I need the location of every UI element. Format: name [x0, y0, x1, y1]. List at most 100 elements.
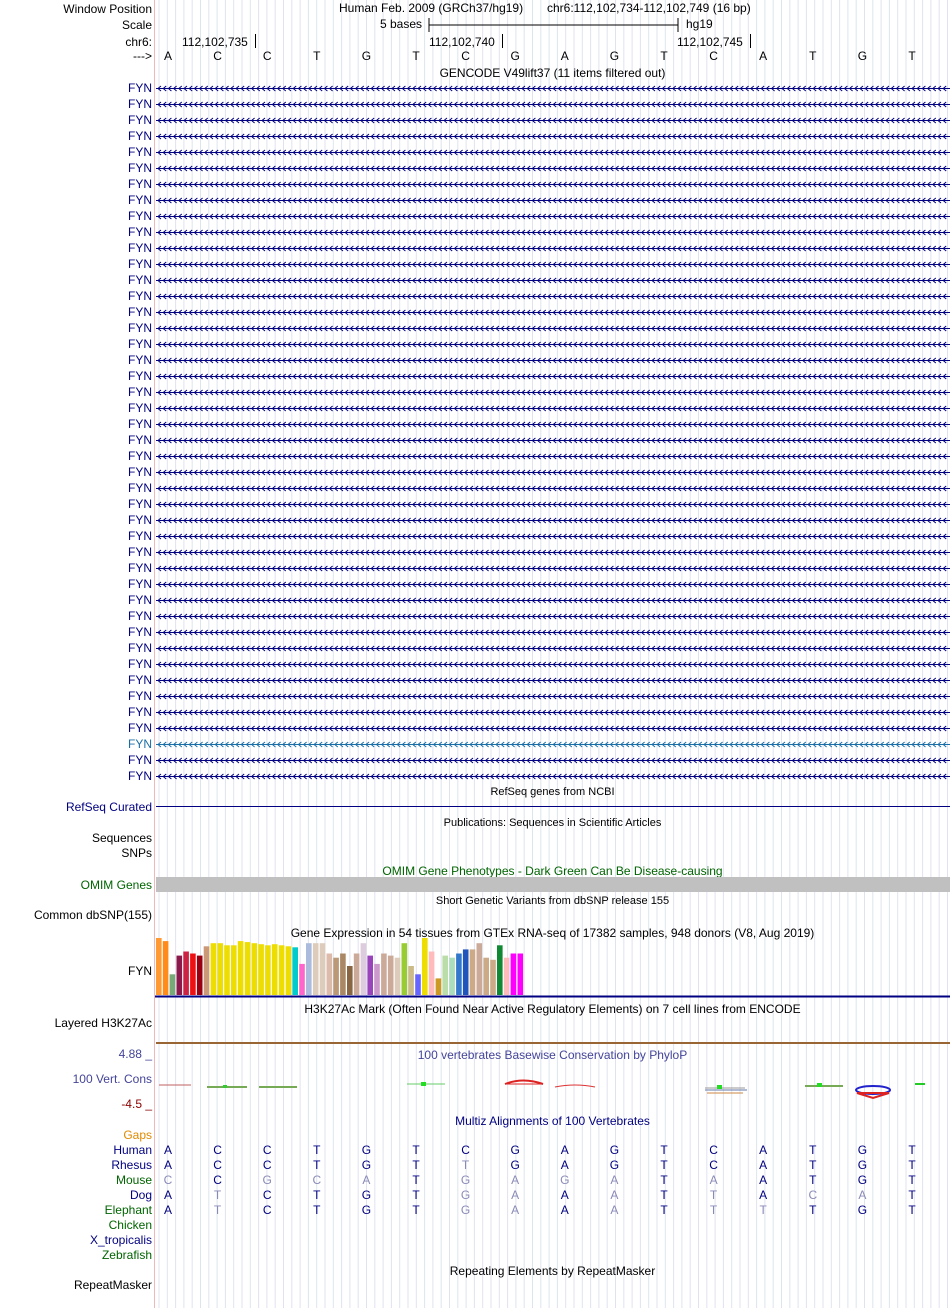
gencode-transcript[interactable]: [156, 148, 950, 157]
multiz-species-label[interactable]: X_tropicalis: [89, 1233, 152, 1247]
gencode-transcript[interactable]: [156, 500, 950, 509]
gtex-tissue-bar[interactable]: [422, 938, 428, 995]
gtex-tissue-bar[interactable]: [190, 953, 196, 996]
gtex-tissue-bar[interactable]: [415, 974, 421, 995]
gtex-tissue-bar[interactable]: [231, 945, 237, 995]
gtex-tissue-bar[interactable]: [442, 955, 448, 995]
gencode-gene-label[interactable]: FYN: [128, 385, 152, 399]
gtex-tissue-bar[interactable]: [326, 953, 333, 996]
gencode-transcript[interactable]: [156, 244, 950, 253]
gencode-gene-label[interactable]: FYN: [128, 561, 152, 575]
gtex-tissue-bar[interactable]: [490, 959, 496, 995]
gencode-gene-label[interactable]: FYN: [128, 737, 152, 751]
gencode-gene-label[interactable]: FYN: [128, 369, 152, 383]
gtex-tissue-bar[interactable]: [517, 953, 524, 996]
gencode-gene-label[interactable]: FYN: [128, 641, 152, 655]
gtex-tissue-bar[interactable]: [503, 957, 510, 995]
gencode-gene-label[interactable]: FYN: [128, 513, 152, 527]
publications-sequences-label[interactable]: Sequences: [91, 831, 152, 845]
gencode-transcript[interactable]: [156, 740, 950, 749]
gencode-transcript[interactable]: [156, 724, 950, 733]
repeatmasker-track-title[interactable]: Repeating Elements by RepeatMasker: [449, 1264, 656, 1278]
gtex-tissue-bar[interactable]: [278, 945, 285, 995]
gtex-tissue-bar[interactable]: [210, 943, 217, 995]
multiz-species-label[interactable]: Dog: [129, 1188, 152, 1202]
multiz-species-label[interactable]: Elephant: [104, 1203, 152, 1217]
gtex-tissue-bar[interactable]: [183, 951, 189, 996]
gencode-transcript[interactable]: [156, 708, 950, 717]
h3k27ac-baseline[interactable]: [156, 1042, 950, 1044]
gtex-tissue-bar[interactable]: [401, 943, 408, 995]
gencode-transcript[interactable]: [156, 324, 950, 333]
gencode-gene-label[interactable]: FYN: [128, 177, 152, 191]
gencode-gene-label[interactable]: FYN: [128, 433, 152, 447]
gencode-transcript[interactable]: [156, 196, 950, 205]
gencode-transcript[interactable]: [156, 484, 950, 493]
omim-gene-bar[interactable]: [156, 877, 950, 892]
gtex-tissue-bar[interactable]: [319, 943, 326, 995]
gtex-tissue-bar[interactable]: [353, 953, 360, 996]
gencode-track-title[interactable]: GENCODE V49lift37 (11 items filtered out…: [439, 66, 666, 80]
phylop-track-title[interactable]: 100 vertebrates Basewise Conservation by…: [417, 1048, 688, 1062]
gtex-tissue-bar[interactable]: [271, 944, 278, 995]
gencode-transcript[interactable]: [156, 660, 950, 669]
gencode-gene-label[interactable]: FYN: [128, 449, 152, 463]
gencode-transcript[interactable]: [156, 580, 950, 589]
gtex-tissue-bar[interactable]: [196, 955, 203, 995]
gencode-transcript[interactable]: [156, 372, 950, 381]
gencode-gene-label[interactable]: FYN: [128, 337, 152, 351]
gencode-transcript[interactable]: [156, 564, 950, 573]
gencode-gene-label[interactable]: FYN: [128, 161, 152, 175]
gtex-tissue-bar[interactable]: [169, 974, 176, 995]
gencode-transcript[interactable]: [156, 772, 950, 781]
gencode-gene-label[interactable]: FYN: [128, 273, 152, 287]
gencode-gene-label[interactable]: FYN: [128, 321, 152, 335]
publications-track-title[interactable]: Publications: Sequences in Scientific Ar…: [443, 817, 662, 829]
gtex-tissue-bar[interactable]: [360, 943, 367, 995]
gtex-tissue-bar[interactable]: [462, 949, 469, 995]
gtex-tissue-bar[interactable]: [292, 947, 298, 995]
gencode-gene-label[interactable]: FYN: [128, 289, 152, 303]
gtex-tissue-bar[interactable]: [510, 953, 517, 996]
gtex-tissue-bar[interactable]: [237, 941, 244, 995]
gencode-gene-label[interactable]: FYN: [128, 145, 152, 159]
publications-snps-label[interactable]: SNPs: [121, 846, 152, 860]
gencode-gene-label[interactable]: FYN: [128, 465, 152, 479]
gencode-transcript[interactable]: [156, 548, 950, 557]
multiz-species-label[interactable]: Rhesus: [111, 1158, 152, 1172]
gencode-gene-label[interactable]: FYN: [128, 769, 152, 783]
gencode-gene-label[interactable]: FYN: [128, 97, 152, 111]
gtex-tissue-bar[interactable]: [476, 943, 483, 995]
gtex-tissue-bar[interactable]: [203, 946, 210, 995]
multiz-gaps-label[interactable]: Gaps: [123, 1128, 152, 1142]
gencode-gene-label[interactable]: FYN: [128, 545, 152, 559]
gencode-transcript[interactable]: [156, 452, 950, 461]
gtex-tissue-bar[interactable]: [435, 978, 442, 995]
gtex-tissue-bar[interactable]: [497, 945, 503, 995]
gtex-tissue-bar[interactable]: [162, 941, 169, 995]
gtex-tissue-bar[interactable]: [176, 955, 183, 995]
gtex-tissue-bar[interactable]: [258, 944, 264, 995]
gtex-gene-label[interactable]: FYN: [128, 964, 152, 978]
gencode-transcript[interactable]: [156, 308, 950, 317]
gencode-gene-label[interactable]: FYN: [128, 225, 152, 239]
gtex-tissue-bar[interactable]: [408, 966, 414, 995]
gencode-gene-label[interactable]: FYN: [128, 417, 152, 431]
gtex-track-title[interactable]: Gene Expression in 54 tissues from GTEx …: [290, 926, 815, 940]
gencode-gene-label[interactable]: FYN: [128, 657, 152, 671]
gencode-transcript[interactable]: [156, 260, 950, 269]
gencode-gene-label[interactable]: FYN: [128, 81, 152, 95]
gencode-gene-label[interactable]: FYN: [128, 305, 152, 319]
phylop-label[interactable]: 100 Vert. Cons: [72, 1072, 152, 1086]
gtex-tissue-bar[interactable]: [394, 957, 401, 995]
gencode-gene-label[interactable]: FYN: [128, 209, 152, 223]
gencode-transcript[interactable]: [156, 356, 950, 365]
omim-track-title[interactable]: OMIM Gene Phenotypes - Dark Green Can Be…: [382, 864, 723, 878]
gtex-tissue-bar[interactable]: [251, 943, 258, 995]
gtex-tissue-bar[interactable]: [156, 938, 162, 995]
gtex-tissue-bar[interactable]: [374, 963, 380, 995]
multiz-species-label[interactable]: Human: [113, 1143, 152, 1157]
refseq-gene-line[interactable]: [156, 806, 950, 807]
gencode-transcript[interactable]: [156, 228, 950, 237]
gencode-transcript[interactable]: [156, 276, 950, 285]
